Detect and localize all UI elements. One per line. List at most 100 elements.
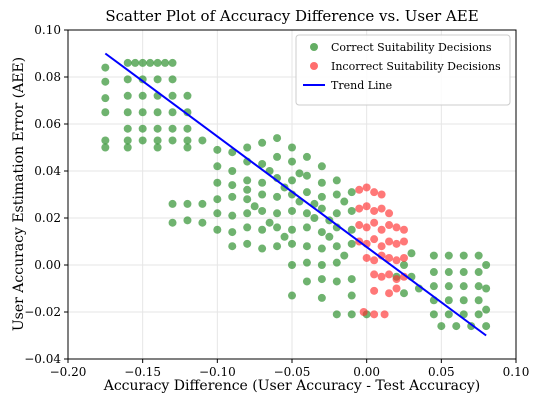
correct-point [153,108,162,117]
correct-point [243,185,252,194]
x-tick-label: −0.05 [274,365,311,379]
correct-point [288,143,296,152]
correct-point [138,124,147,133]
y-tick-label: 0.00 [34,258,61,272]
correct-point [243,209,252,218]
correct-point [123,91,132,100]
correct-point [131,58,140,67]
x-tick-label: −0.10 [199,365,236,379]
incorrect-point [385,209,394,218]
incorrect-point [362,183,371,192]
correct-point [258,138,267,147]
correct-point [444,310,453,319]
incorrect-point [377,272,386,281]
correct-point [317,178,326,187]
incorrect-point [362,202,371,211]
correct-point [288,239,296,248]
correct-point [459,282,468,291]
incorrect-point [355,185,364,194]
correct-point [243,223,252,232]
y-tick-label: −0.04 [24,352,61,366]
correct-point [302,209,311,218]
incorrect-point [370,286,379,295]
correct-point [474,310,483,319]
legend-box [295,34,511,106]
correct-point [168,58,177,67]
y-axis: −0.04 −0.02 0.00 0.02 0.04 0.06 0.08 0.10 [24,23,68,366]
correct-point [317,228,326,237]
incorrect-point [392,275,401,284]
correct-point [288,157,296,166]
correct-point [273,223,282,232]
correct-point [228,192,237,201]
incorrect-point [400,225,408,234]
correct-point [302,258,311,267]
correct-point [168,124,177,133]
correct-point [138,91,147,100]
x-axis-title: Accuracy Difference (User Accuracy - Tes… [103,378,481,394]
correct-point [317,192,326,201]
correct-point [198,136,207,145]
x-axis: −0.20 −0.15 −0.10 −0.05 0.00 0.05 0.10 [50,359,529,379]
correct-point [273,209,282,218]
incorrect-point [359,308,368,316]
correct-point [332,277,341,286]
incorrect-point [370,188,379,197]
correct-point [123,124,132,133]
incorrect-point [385,221,394,230]
correct-point [153,143,162,152]
correct-point [317,204,326,213]
legend-incorrect-label: Incorrect Suitability Decisions [331,60,501,73]
correct-point [482,322,491,331]
correct-point [228,167,237,175]
correct-point [474,282,483,291]
correct-point [273,152,282,161]
correct-point [213,209,222,218]
correct-point [273,192,282,201]
correct-point [228,242,237,251]
correct-point [198,199,207,208]
incorrect-point [385,289,394,298]
correct-point [459,268,468,277]
correct-point [347,188,356,197]
incorrect-point [385,270,394,279]
correct-point [474,296,483,305]
correct-point [332,242,341,251]
correct-point [332,258,341,267]
correct-point [347,225,356,234]
correct-point [265,218,274,227]
correct-point [101,63,110,72]
correct-point [138,58,147,67]
correct-point [444,282,453,291]
correct-point [258,190,267,199]
correct-point [183,91,192,100]
correct-point [123,75,132,84]
correct-point [168,75,177,84]
correct-point [288,291,296,300]
correct-point [258,178,267,187]
correct-point [161,58,170,67]
correct-point [400,289,408,298]
correct-point [302,188,311,197]
correct-point [302,277,311,286]
correct-point [302,223,311,232]
correct-point [317,162,326,171]
x-tick-label: 0.00 [353,365,380,379]
incorrect-point [362,223,371,232]
trend-line-layer [104,52,487,337]
correct-point [153,136,162,145]
correct-point [332,176,341,185]
incorrect-point [392,239,401,248]
correct-point [302,152,311,161]
correct-point [429,282,438,291]
correct-point [183,108,192,117]
correct-point [444,268,453,277]
correct-point [288,206,296,215]
incorrect-point [385,237,394,246]
correct-point [474,268,483,277]
data-points [101,58,491,331]
correct-point [474,251,483,260]
correct-point [138,75,147,84]
correct-point [183,143,192,152]
correct-point [288,225,296,234]
